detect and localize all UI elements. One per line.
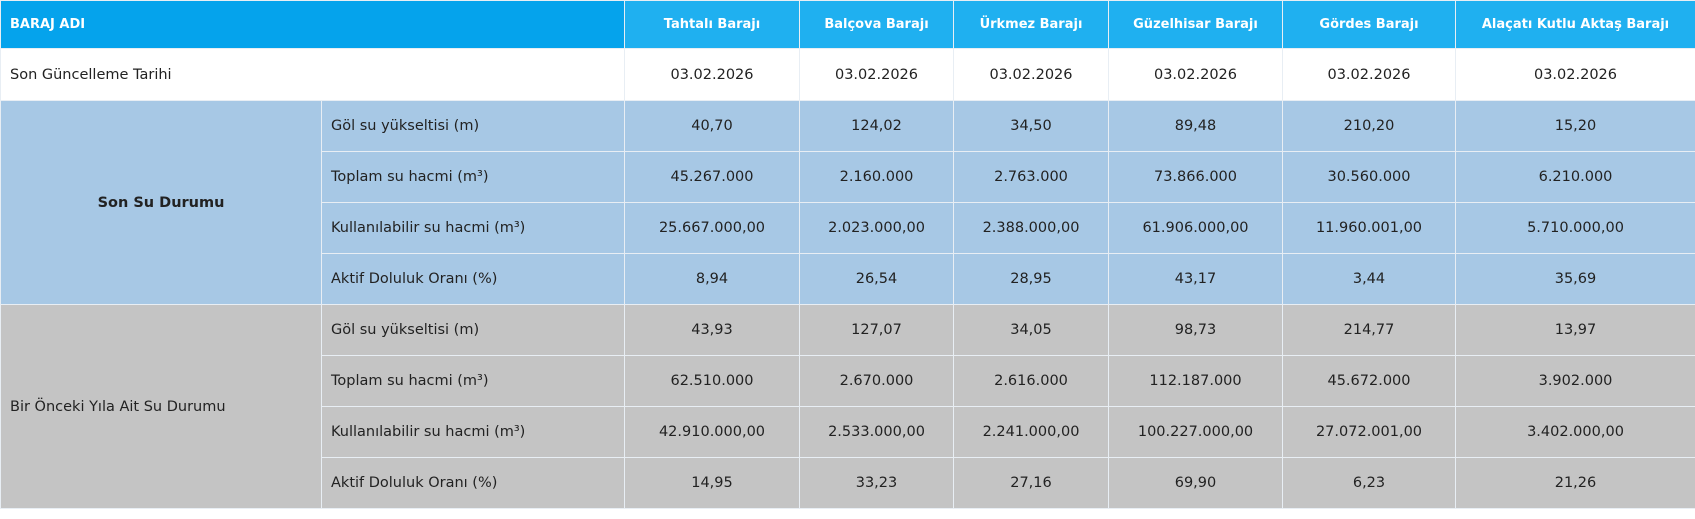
group-label: Son Su Durumu (0, 100, 322, 305)
dam-name: Alaçatı Kutlu Aktaş Barajı (1455, 0, 1695, 49)
data-row: Toplam su hacmi (m³) 45.267.000 2.160.000 2… (1, 151, 1695, 203)
cell: 89,48 (1108, 100, 1283, 152)
row-label: Göl su yükseltisi (m) (321, 100, 625, 152)
cell: 21,26 (1455, 457, 1695, 509)
cell: 30.560.000 (1282, 151, 1456, 203)
header-row: BARAJ ADI Tahtalı Barajı Balçova Barajı Ürk… (0, 0, 1695, 49)
cell: 43,17 (1108, 253, 1283, 305)
cell: 45.672.000 (1282, 355, 1456, 407)
cell: 210,20 (1282, 100, 1456, 152)
cell: 6,23 (1282, 457, 1456, 509)
cell: 2.388.000,00 (953, 202, 1109, 254)
group-label: Bir Önceki Yıla Ait Su Durumu (0, 304, 322, 509)
cell: 2.241.000,00 (953, 406, 1109, 458)
row-label: Aktif Doluluk Oranı (%) (321, 457, 625, 509)
cell: 2.670.000 (799, 355, 954, 407)
dam-name: Tahtalı Barajı (624, 0, 800, 49)
cell: 2.763.000 (953, 151, 1109, 203)
cell: 15,20 (1455, 100, 1695, 152)
data-row: Toplam su hacmi (m³) 62.510.000 2.670.000 2… (1, 355, 1695, 407)
cell: 214,77 (1282, 304, 1456, 356)
cell: 100.227.000,00 (1108, 406, 1283, 458)
cell: 27.072.001,00 (1282, 406, 1456, 458)
data-row: Son Su Durumu Göl su yükseltisi (m) 40,70 1… (0, 100, 1695, 305)
cell: 6.210.000 (1455, 151, 1695, 203)
cell: 40,70 (624, 100, 800, 152)
header-label: BARAJ ADI (0, 0, 625, 49)
cell: 2.023.000,00 (799, 202, 954, 254)
cell: 11.960.001,00 (1282, 202, 1456, 254)
row-label: Aktif Doluluk Oranı (%) (321, 253, 625, 305)
row-label: Göl su yükseltisi (m) (321, 304, 625, 356)
cell: 61.906.000,00 (1108, 202, 1283, 254)
cell: 34,05 (953, 304, 1109, 356)
cell: 03.02.2026 (1282, 48, 1456, 101)
cell: 13,97 (1455, 304, 1695, 356)
cell: 28,95 (953, 253, 1109, 305)
data-row: Aktif Doluluk Oranı (%) 14,95 33,23 27,16 69… (1, 457, 1695, 509)
cell: 3.902.000 (1455, 355, 1695, 407)
data-row: Kullanılabilir su hacmi (m³) 25.667.000,0… (1, 202, 1695, 254)
cell: 26,54 (799, 253, 954, 305)
cell: 45.267.000 (624, 151, 800, 203)
row-label: Kullanılabilir su hacmi (m³) (321, 406, 625, 458)
cell: 8,94 (624, 253, 800, 305)
dam-name: Ürkmez Barajı (953, 0, 1109, 49)
cell: 73.866.000 (1108, 151, 1283, 203)
cell: 43,93 (624, 304, 800, 356)
cell: 42.910.000,00 (624, 406, 800, 458)
cell: 69,90 (1108, 457, 1283, 509)
cell: 98,73 (1108, 304, 1283, 356)
cell: 112.187.000 (1108, 355, 1283, 407)
cell: 33,23 (799, 457, 954, 509)
cell: 5.710.000,00 (1455, 202, 1695, 254)
cell: 3.402.000,00 (1455, 406, 1695, 458)
cell: 03.02.2026 (624, 48, 800, 101)
cell: 2.160.000 (799, 151, 954, 203)
cell: 03.02.2026 (953, 48, 1109, 101)
cell: 03.02.2026 (1455, 48, 1695, 101)
cell: 03.02.2026 (799, 48, 954, 101)
cell: 62.510.000 (624, 355, 800, 407)
cell: 2.533.000,00 (799, 406, 954, 458)
cell: 2.616.000 (953, 355, 1109, 407)
cell: 03.02.2026 (1108, 48, 1283, 101)
cell: 25.667.000,00 (624, 202, 800, 254)
dam-name: Balçova Barajı (799, 0, 954, 49)
data-row: Bir Önceki Yıla Ait Su Durumu Göl su yüks… (0, 304, 1695, 509)
cell: 127,07 (799, 304, 954, 356)
dam-name: Gördes Barajı (1282, 0, 1456, 49)
cell: 14,95 (624, 457, 800, 509)
cell: 34,50 (953, 100, 1109, 152)
row-label: Toplam su hacmi (m³) (321, 355, 625, 407)
dam-name: Güzelhisar Barajı (1108, 0, 1283, 49)
row-label: Kullanılabilir su hacmi (m³) (321, 202, 625, 254)
row-label: Son Güncelleme Tarihi (0, 48, 625, 101)
cell: 124,02 (799, 100, 954, 152)
cell: 3,44 (1282, 253, 1456, 305)
row-label: Toplam su hacmi (m³) (321, 151, 625, 203)
update-row: Son Güncelleme Tarihi 03.02.2026 03.02.202… (0, 48, 1695, 101)
data-row: Aktif Doluluk Oranı (%) 8,94 26,54 28,95 43,… (1, 253, 1695, 305)
data-row: Kullanılabilir su hacmi (m³) 42.910.000,0… (1, 406, 1695, 458)
cell: 35,69 (1455, 253, 1695, 305)
cell: 27,16 (953, 457, 1109, 509)
